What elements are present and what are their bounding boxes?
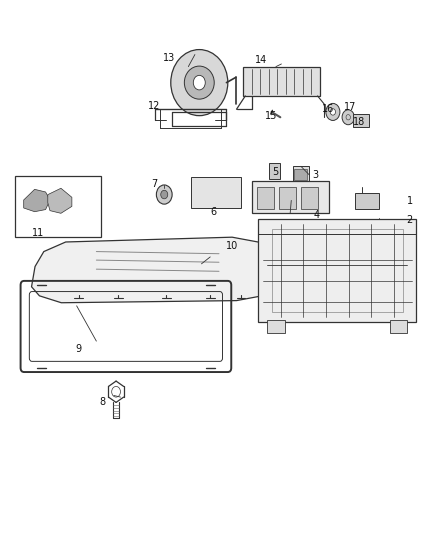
Bar: [191, 177, 241, 208]
Bar: [252, 181, 328, 213]
Text: 6: 6: [211, 207, 217, 216]
Polygon shape: [243, 67, 320, 96]
Text: 2: 2: [406, 215, 413, 224]
Text: 18: 18: [353, 117, 365, 126]
Circle shape: [326, 103, 340, 120]
Circle shape: [330, 109, 336, 115]
Polygon shape: [48, 188, 72, 213]
Bar: [353, 114, 369, 127]
Bar: [269, 163, 280, 179]
Text: 10: 10: [226, 241, 238, 251]
Text: 17: 17: [344, 102, 357, 111]
Text: 15: 15: [265, 111, 277, 121]
Text: 1: 1: [406, 197, 413, 206]
Circle shape: [156, 185, 172, 204]
Bar: [293, 166, 309, 182]
Bar: [294, 169, 307, 180]
Text: 7: 7: [151, 179, 157, 189]
Bar: [390, 320, 407, 333]
Text: 9: 9: [75, 344, 81, 354]
Bar: [258, 219, 416, 322]
Circle shape: [193, 75, 205, 90]
Bar: [272, 229, 403, 312]
Ellipse shape: [171, 50, 228, 116]
Polygon shape: [32, 237, 280, 303]
Text: 14: 14: [254, 55, 267, 64]
Polygon shape: [24, 189, 50, 212]
Text: 4: 4: [313, 210, 319, 220]
Text: 12: 12: [148, 101, 160, 110]
Bar: [15, 176, 101, 237]
Bar: [279, 187, 296, 209]
Circle shape: [342, 110, 354, 125]
Bar: [267, 320, 285, 333]
Bar: [355, 193, 379, 209]
Text: 11: 11: [32, 228, 45, 238]
Circle shape: [161, 190, 168, 199]
Text: 16: 16: [322, 104, 335, 114]
Text: 5: 5: [272, 167, 278, 176]
Bar: [257, 187, 274, 209]
Text: 3: 3: [312, 170, 318, 180]
Text: 8: 8: [100, 398, 106, 407]
Bar: [301, 187, 318, 209]
Ellipse shape: [184, 66, 214, 99]
Text: 13: 13: [162, 53, 175, 62]
